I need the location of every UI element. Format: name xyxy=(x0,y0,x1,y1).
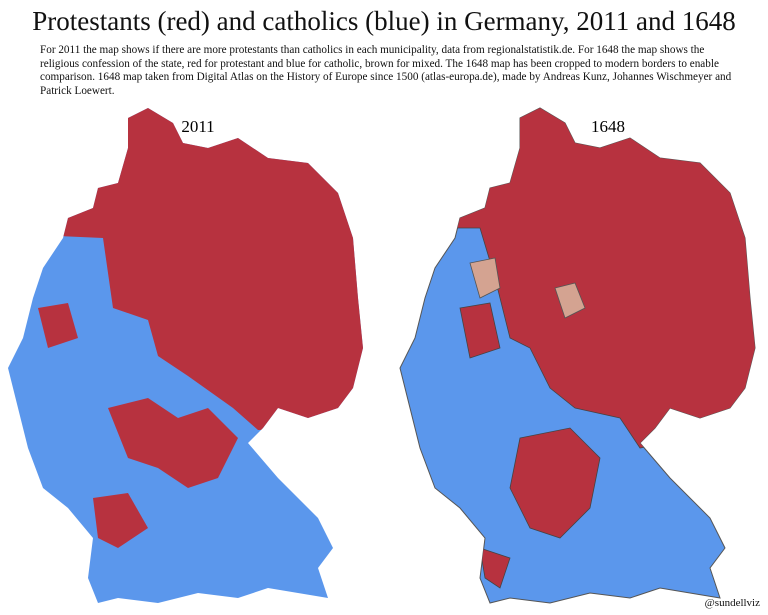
mixed-area xyxy=(554,282,586,319)
protestant-area xyxy=(108,398,238,488)
map-label: 1648 xyxy=(591,117,625,136)
protestant-area xyxy=(459,302,501,359)
protestant-area xyxy=(93,493,148,548)
map-1648: 1648 xyxy=(399,107,756,604)
protestant-area xyxy=(38,303,78,348)
map-label: 2011 xyxy=(181,117,214,136)
description: For 2011 the map shows if there are more… xyxy=(40,44,732,97)
credit: @sundellviz xyxy=(704,597,760,609)
protestant-area xyxy=(8,108,363,430)
protestant-area xyxy=(509,427,601,539)
map-2011: 2011 xyxy=(8,108,363,603)
title: Protestants (red) and catholics (blue) i… xyxy=(32,6,736,36)
protestant-area xyxy=(479,547,511,589)
mixed-area xyxy=(469,257,501,299)
